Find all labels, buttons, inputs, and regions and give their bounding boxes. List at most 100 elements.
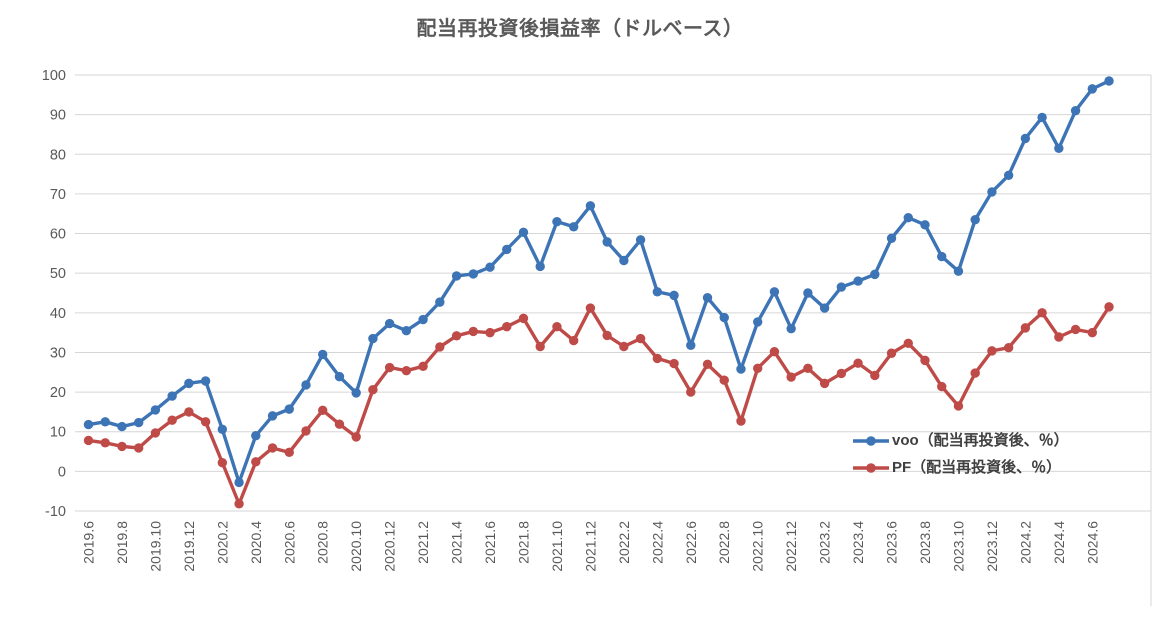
data-point-marker: [886, 348, 897, 358]
data-point-marker: [937, 381, 947, 392]
data-point-marker: [401, 365, 412, 376]
data-point-marker: [803, 288, 813, 298]
data-point-marker: [803, 363, 813, 374]
data-point-marker: [953, 401, 964, 411]
data-point-marker: [602, 330, 612, 341]
series-line: [86, 79, 1111, 485]
data-point-marker: [619, 255, 629, 266]
data-point-marker: [451, 271, 462, 281]
x-axis-tick-label: 2023.12: [984, 521, 1000, 572]
data-point-marker: [568, 222, 579, 232]
x-axis-tick-label: 2023.4: [850, 521, 866, 564]
data-point-marker: [401, 325, 412, 336]
x-axis-tick-label: 2024.2: [1017, 521, 1033, 564]
data-point-marker: [719, 375, 729, 385]
data-point-marker: [836, 368, 847, 379]
data-point-marker: [184, 407, 194, 417]
data-point-marker: [635, 333, 646, 344]
y-axis-tick-label: 80: [50, 147, 66, 163]
data-point-marker: [702, 293, 713, 303]
data-point-marker: [318, 405, 328, 416]
x-axis-tick-label: 2019.12: [181, 521, 197, 572]
y-axis-tick-label: 40: [50, 306, 66, 322]
data-point-marker: [602, 237, 612, 247]
data-point-marker: [987, 346, 997, 356]
data-point-marker: [1020, 323, 1031, 333]
data-point-marker: [368, 385, 378, 395]
data-point-marker: [351, 388, 361, 398]
data-point-marker: [920, 355, 930, 366]
data-point-marker: [987, 187, 997, 197]
data-point-marker: [351, 432, 361, 442]
x-axis-tick-label: 2021.10: [549, 521, 565, 572]
data-point-marker: [301, 380, 311, 390]
x-axis-tick-label: 2020.12: [382, 521, 398, 572]
data-point-marker: [937, 251, 947, 262]
data-point-marker: [535, 261, 545, 272]
data-point-marker: [1070, 324, 1081, 335]
y-axis-tick-label: -10: [45, 504, 66, 520]
y-axis-tick-label: 30: [50, 345, 66, 361]
data-point-marker: [886, 233, 897, 244]
data-point-marker: [585, 303, 596, 313]
data-point-marker: [518, 313, 529, 324]
data-point-marker: [133, 417, 144, 428]
x-axis-tick-label: 2023.2: [817, 521, 833, 564]
data-point-marker: [1104, 302, 1114, 312]
data-point-marker: [853, 358, 863, 368]
x-axis-tick-label: 2022.4: [649, 521, 665, 564]
data-point-marker: [736, 416, 746, 426]
x-axis-tick-label: 2020.2: [214, 521, 230, 564]
data-point-marker: [552, 216, 562, 227]
data-point-marker: [920, 220, 930, 230]
x-axis-tick-label: 2022.8: [716, 521, 732, 564]
y-axis-tick-label: 20: [50, 385, 66, 401]
data-point-marker: [200, 376, 211, 386]
data-point-marker: [234, 499, 244, 509]
data-point-marker: [786, 323, 796, 334]
y-axis-tick-label: 60: [50, 227, 66, 243]
data-point-marker: [334, 371, 345, 382]
legend-item-pf: PF（配当再投資後、％）: [852, 455, 1069, 481]
data-point-marker: [1037, 308, 1047, 318]
data-point-marker: [568, 335, 579, 346]
data-point-marker: [635, 235, 646, 245]
data-point-marker: [133, 443, 144, 453]
data-point-marker: [870, 269, 880, 280]
data-point-marker: [769, 346, 780, 357]
data-point-marker: [652, 353, 663, 364]
x-axis-tick-label: 2021.2: [415, 521, 431, 564]
x-axis-tick-label: 2019.10: [147, 521, 163, 572]
data-point-marker: [368, 333, 378, 344]
data-point-marker: [1087, 327, 1098, 338]
data-point-marker: [903, 212, 913, 223]
x-axis-tick-label: 2023.6: [884, 521, 900, 564]
data-point-marker: [953, 266, 964, 276]
data-point-marker: [1054, 332, 1064, 342]
data-point-marker: [1037, 112, 1047, 123]
data-point-marker: [150, 405, 161, 415]
data-point-marker: [669, 358, 679, 369]
data-point-marker: [485, 262, 495, 272]
data-point-marker: [284, 404, 294, 414]
data-point-marker: [518, 227, 529, 238]
data-point-marker: [267, 443, 278, 453]
data-point-marker: [753, 317, 763, 327]
data-point-marker: [652, 287, 663, 297]
data-point-marker: [435, 297, 445, 307]
data-point-marker: [552, 321, 562, 332]
y-axis-tick-label: 100: [42, 68, 66, 84]
data-point-marker: [535, 341, 545, 352]
data-point-marker: [819, 378, 830, 389]
x-axis-tick-label: 2020.8: [315, 521, 331, 564]
data-point-marker: [100, 417, 110, 427]
x-axis-tick-label: 2022.12: [783, 521, 799, 572]
voo-series-marker-icon: [853, 436, 889, 446]
data-point-marker: [468, 269, 478, 279]
data-point-marker: [1087, 84, 1098, 94]
data-point-marker: [267, 411, 278, 421]
data-point-marker: [150, 428, 161, 438]
data-point-marker: [719, 312, 729, 323]
data-point-marker: [318, 349, 328, 360]
